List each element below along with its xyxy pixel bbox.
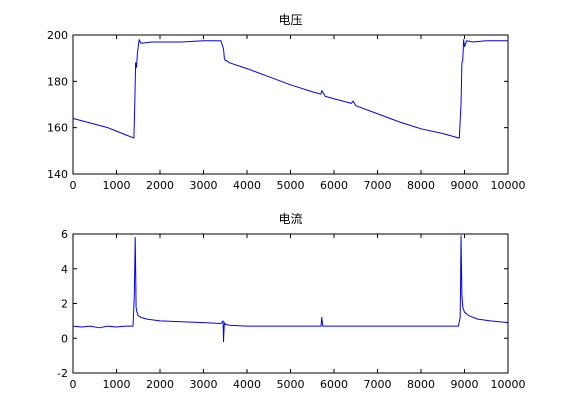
current-x-tick-label: 3000 <box>190 378 218 391</box>
voltage-x-tick-label: 7000 <box>364 179 392 192</box>
current-x-ticks: 0 1000 2000 3000 4000 5000 6000 7000 8000 9000 100… <box>70 234 526 391</box>
current-x-tick-label: 0 <box>70 378 77 391</box>
voltage-y-tick-label: 140 <box>47 168 68 181</box>
voltage-plot-title: 电压 <box>278 13 302 27</box>
voltage-x-tick-label: 8000 <box>407 179 435 192</box>
voltage-y-tick-label: 180 <box>47 75 68 88</box>
current-x-tick-label: 5000 <box>277 378 305 391</box>
voltage-x-tick-label: 1000 <box>103 179 131 192</box>
voltage-series-line <box>72 39 508 139</box>
voltage-y-ticks: 140 160 180 200 <box>47 29 508 181</box>
voltage-x-tick-label: 10000 <box>491 179 526 192</box>
voltage-x-tick-label: 0 <box>70 179 77 192</box>
current-x-tick-label: 2000 <box>146 378 174 391</box>
current-y-tick-label: 2 <box>61 298 68 311</box>
voltage-x-tick-label: 2000 <box>146 179 174 192</box>
current-plot-title: 电流 <box>278 212 302 226</box>
current-plot-frame <box>72 233 509 374</box>
current-y-tick-label: 6 <box>61 228 68 241</box>
current-x-tick-label: 7000 <box>364 378 392 391</box>
current-y-tick-label: 4 <box>61 263 68 276</box>
voltage-plot: 电压 0 1000 2000 3000 4000 5000 6000 7000 8000 9000… <box>47 13 526 192</box>
current-series-line <box>72 235 509 343</box>
voltage-x-tick-label: 3000 <box>190 179 218 192</box>
current-x-tick-label: 6000 <box>320 378 348 391</box>
current-x-tick-label: 1000 <box>103 378 131 391</box>
voltage-y-tick-label: 200 <box>47 29 68 42</box>
voltage-y-tick-label: 160 <box>47 122 68 135</box>
current-x-tick-label: 4000 <box>233 378 261 391</box>
voltage-plot-frame <box>72 34 509 175</box>
voltage-x-tick-label: 5000 <box>277 179 305 192</box>
voltage-x-tick-label: 9000 <box>451 179 479 192</box>
current-x-tick-label: 8000 <box>407 378 435 391</box>
current-y-ticks: -2 0 2 4 6 <box>57 228 508 380</box>
voltage-x-tick-label: 6000 <box>320 179 348 192</box>
voltage-x-ticks: 0 1000 2000 3000 4000 5000 6000 7000 8000 9000 100… <box>70 35 526 192</box>
voltage-x-tick-label: 4000 <box>233 179 261 192</box>
current-plot: 电流 0 1000 2000 3000 4000 5000 6000 7000 8000 9000… <box>57 212 525 391</box>
current-y-tick-label: -2 <box>57 367 68 380</box>
current-x-tick-label: 9000 <box>451 378 479 391</box>
current-y-tick-label: 0 <box>61 332 68 345</box>
current-x-tick-label: 10000 <box>491 378 526 391</box>
